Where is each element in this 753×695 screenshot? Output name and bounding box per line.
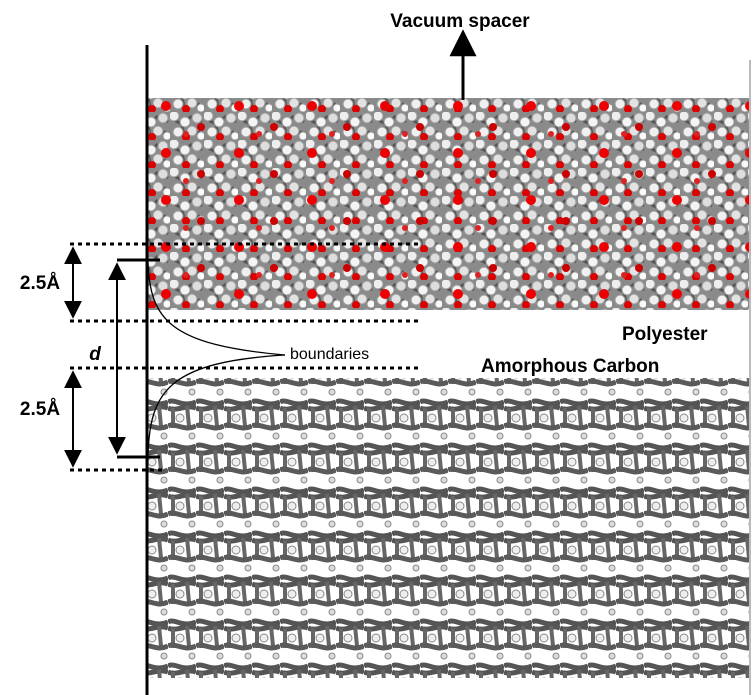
polyester-oxygen [148,98,750,310]
carbon-label: Amorphous Carbon [481,356,659,377]
top-spacing-label: 2.5Å [20,273,60,294]
bottom-spacing-label: 2.5Å [20,399,60,420]
d-label: d [89,344,101,365]
vacuum-label: Vacuum spacer [390,11,530,32]
polyester-label: Polyester [622,324,708,345]
boundaries-label: boundaries [290,346,369,363]
diagram: Vacuum spacer 2.5Å 2.5Å d boundaries Pol… [0,0,753,695]
carbon-layer [148,378,750,678]
